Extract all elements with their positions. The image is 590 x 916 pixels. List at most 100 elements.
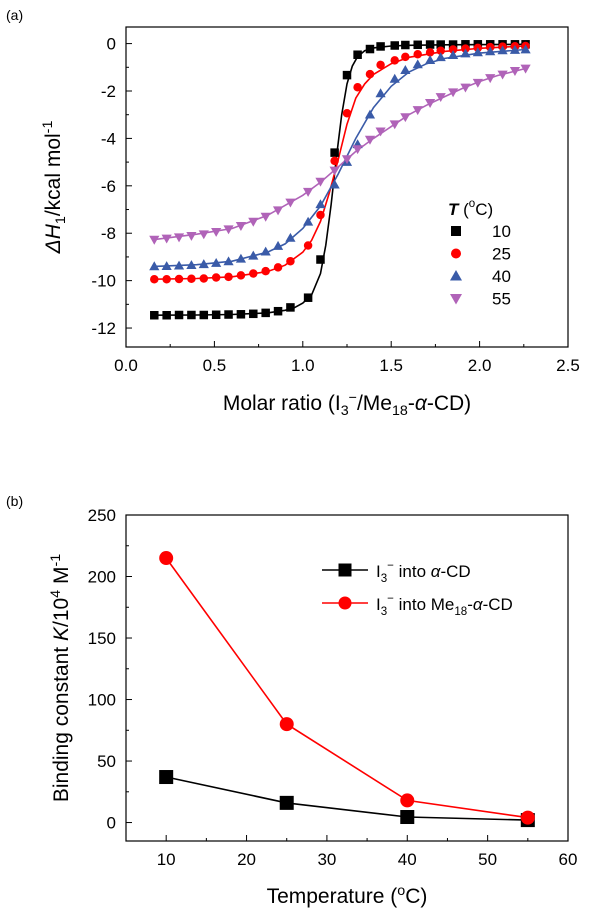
data-point-55 xyxy=(509,67,521,76)
data-point-40 xyxy=(460,48,471,58)
data-point-10 xyxy=(150,310,159,320)
legend-label-40: 40 xyxy=(492,267,511,286)
data-point-10 xyxy=(199,310,209,320)
data-point-55 xyxy=(248,217,259,227)
legend-marker-55 xyxy=(450,294,462,305)
x-tick-label-b: 10 xyxy=(157,850,176,869)
axis-ticks-b: 10 20 30 40 50 60 0 50 100 150 200 250 xyxy=(88,506,578,869)
data-point-55 xyxy=(447,88,459,98)
y-tick-label-a: 0 xyxy=(107,35,116,54)
data-point-55 xyxy=(435,93,446,103)
data-point-55 xyxy=(424,99,436,108)
data-point-10 xyxy=(316,255,325,264)
data-point-55 xyxy=(161,234,172,244)
axis-ticks-a: 0.0 0.5 1.0 1.5 2.0 2.5 0 -2 -4 -6 -8 -10 -12 xyxy=(91,35,579,375)
data-point-40 xyxy=(235,253,247,263)
data-point-10 xyxy=(376,42,385,51)
x-tick-label-a: 0.0 xyxy=(114,356,138,375)
y-tick-label-a: -12 xyxy=(91,319,116,338)
legend-label-55: 55 xyxy=(492,290,511,309)
data-point-55 xyxy=(472,78,483,88)
legend-a: T (oC) 10 25 40 55 xyxy=(448,198,511,309)
data-point-25 xyxy=(365,69,375,79)
y-tick-label-b: 100 xyxy=(88,691,116,710)
legend-title-a: T (oC) xyxy=(448,198,493,219)
data-point-25 xyxy=(249,269,258,278)
data-point-10 xyxy=(413,40,422,50)
series-line-1 xyxy=(165,557,528,819)
data-point-55 xyxy=(272,206,284,216)
data-point-40 xyxy=(389,73,400,83)
data-point-25 xyxy=(401,52,410,62)
data-point-55 xyxy=(400,113,411,123)
data-point-10 xyxy=(273,306,283,316)
x-axis-label-a: Molar ratio (I3−/Me18-α-CD) xyxy=(223,390,471,419)
data-point-25 xyxy=(162,274,171,284)
data-point-25 xyxy=(261,266,270,276)
x-tick-label-b: 20 xyxy=(237,850,256,869)
data-point-55 xyxy=(389,120,400,130)
data-point-40 xyxy=(149,261,160,271)
data-point-40 xyxy=(211,257,222,267)
x-tick-label-b: 30 xyxy=(317,850,336,869)
data-point-40 xyxy=(375,88,386,98)
x-tick-label-b: 50 xyxy=(478,850,497,869)
legend-marker-10 xyxy=(451,226,461,236)
legend-label-10: 10 xyxy=(492,222,511,241)
data-point-40 xyxy=(161,261,172,270)
y-tick-label-a: -2 xyxy=(101,82,116,101)
data-point-25 xyxy=(174,274,184,284)
data-point-55 xyxy=(186,232,197,241)
data-point-0 xyxy=(279,795,294,810)
data-point-55 xyxy=(375,127,386,137)
data-point-10 xyxy=(353,50,362,59)
fit-lines-a xyxy=(154,43,526,317)
series-lines-b xyxy=(165,557,528,821)
legend-b: I3− into α-CD I3− into Me18-α-CD xyxy=(322,560,513,618)
panel-label-b: (b) xyxy=(6,493,23,509)
data-point-1 xyxy=(400,793,415,808)
data-point-10 xyxy=(448,40,458,49)
data-point-10 xyxy=(461,40,470,49)
plot-frame-b xyxy=(125,514,569,842)
data-point-25 xyxy=(436,46,445,55)
data-point-40 xyxy=(285,232,296,242)
x-tick-label-a: 2.5 xyxy=(556,356,580,375)
x-tick-label-a: 0.5 xyxy=(203,356,227,375)
data-point-1 xyxy=(279,717,294,732)
data-point-40 xyxy=(223,256,234,266)
fit-line-40 xyxy=(154,48,526,268)
data-point-25 xyxy=(353,82,362,92)
data-point-55 xyxy=(149,235,160,245)
data-point-40 xyxy=(400,65,411,74)
legend-marker-1 xyxy=(338,596,352,610)
data-point-40 xyxy=(173,260,185,270)
data-point-25 xyxy=(273,263,283,272)
y-axis-label-a: ΔH1/kcal mol-1 xyxy=(40,121,69,255)
data-point-25 xyxy=(330,156,339,166)
data-point-40 xyxy=(497,45,508,55)
legend-marker-40 xyxy=(450,270,462,281)
x-tick-label-a: 1.0 xyxy=(291,356,315,375)
data-point-10 xyxy=(365,44,375,54)
data-point-10 xyxy=(436,40,445,49)
data-point-25 xyxy=(286,256,295,266)
data-point-55 xyxy=(303,187,314,197)
y-tick-label-a: -8 xyxy=(101,224,116,243)
data-point-10 xyxy=(330,148,339,157)
legend-marker-0 xyxy=(338,563,352,577)
series-line-0 xyxy=(166,776,528,821)
data-point-10 xyxy=(162,310,171,320)
data-point-10 xyxy=(401,40,410,50)
data-point-55 xyxy=(260,212,271,222)
data-point-55 xyxy=(341,155,353,165)
data-point-40 xyxy=(447,50,459,60)
data-point-25 xyxy=(211,273,221,282)
data-point-25 xyxy=(187,274,196,283)
data-point-25 xyxy=(342,109,352,118)
data-point-10 xyxy=(390,41,399,50)
x-tick-label-a: 2.0 xyxy=(468,356,492,375)
data-point-25 xyxy=(303,241,313,250)
data-point-55 xyxy=(520,64,531,74)
data-point-10 xyxy=(174,310,184,320)
